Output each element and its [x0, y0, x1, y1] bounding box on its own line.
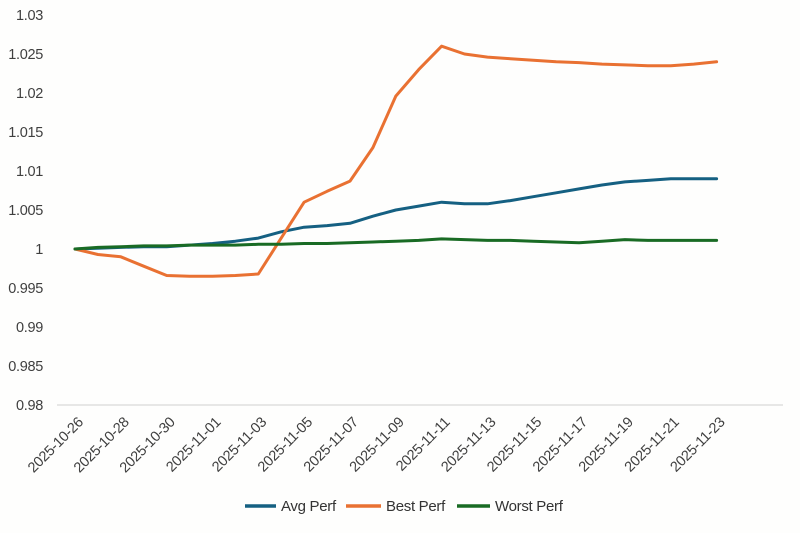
svg-text:1.02: 1.02 — [16, 86, 43, 102]
svg-text:Avg Perf: Avg Perf — [281, 498, 337, 515]
svg-text:0.98: 0.98 — [16, 398, 43, 414]
svg-text:1.005: 1.005 — [8, 203, 43, 219]
svg-text:1.025: 1.025 — [8, 47, 43, 63]
svg-text:0.995: 0.995 — [8, 281, 43, 297]
svg-text:1.03: 1.03 — [16, 8, 43, 24]
svg-text:Best Perf: Best Perf — [386, 498, 446, 515]
svg-text:Worst Perf: Worst Perf — [495, 498, 564, 515]
svg-text:1.01: 1.01 — [16, 164, 43, 180]
svg-text:1.015: 1.015 — [8, 125, 43, 141]
svg-text:0.985: 0.985 — [8, 359, 43, 375]
svg-text:0.99: 0.99 — [16, 320, 43, 336]
svg-text:1: 1 — [35, 242, 43, 258]
